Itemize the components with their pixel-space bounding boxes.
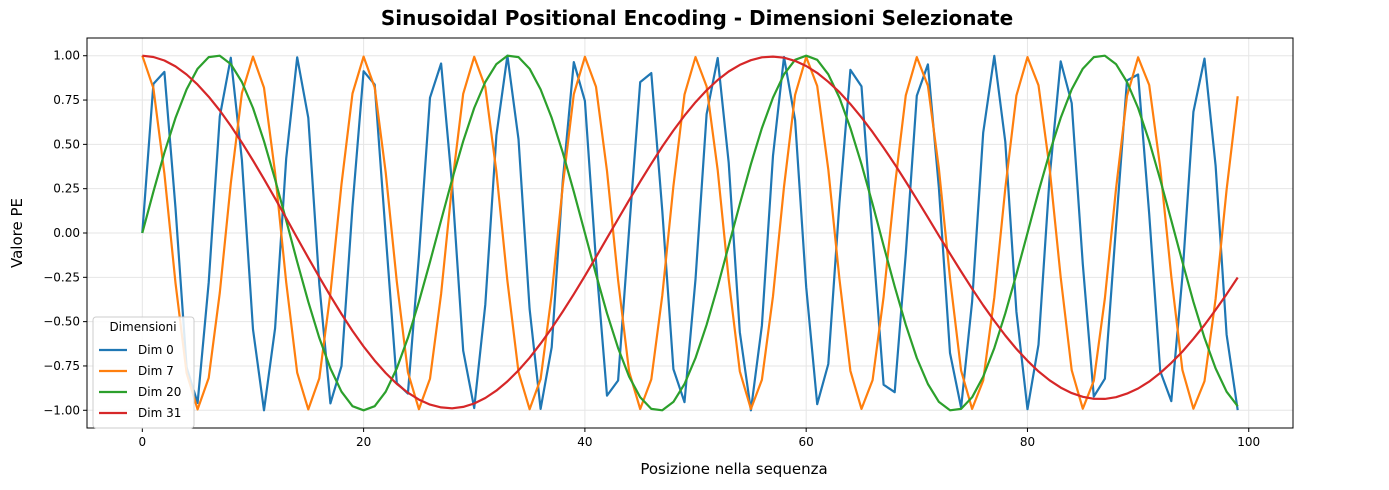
series-line-dim-31 <box>142 54 1239 410</box>
legend-title: Dimensioni <box>109 320 176 334</box>
x-axis-ticks: 0 20 40 60 80 100 <box>139 428 1260 449</box>
series-line-dim-20 <box>141 54 1239 412</box>
grid <box>87 38 1293 428</box>
x-tick-label: 80 <box>1020 435 1035 449</box>
x-tick-label: 0 <box>139 435 147 449</box>
y-axis-label: Valore PE <box>8 198 26 268</box>
x-tick-label: 40 <box>577 435 592 449</box>
series-line-dim-7 <box>141 55 1239 411</box>
y-tick-label: 0.25 <box>53 182 80 196</box>
y-tick-label: 0.75 <box>53 93 80 107</box>
y-tick-label: 1.00 <box>53 49 80 63</box>
x-axis-label: Posizione nella sequenza <box>640 460 827 478</box>
legend-items: Dim 0 Dim 7 Dim 20 Dim 31 <box>99 343 181 420</box>
x-tick-label: 100 <box>1237 435 1260 449</box>
legend: Dimensioni Dim 0 Dim 7 Dim 20 Dim 31 <box>92 316 195 429</box>
chart-title: Sinusoidal Positional Encoding - Dimensi… <box>381 6 1013 30</box>
series-lines <box>141 54 1239 412</box>
legend-label-dim-0: Dim 0 <box>138 343 174 357</box>
y-tick-label: −1.00 <box>43 403 80 417</box>
y-tick-label: −0.50 <box>43 315 80 329</box>
y-tick-label: −0.25 <box>43 270 80 284</box>
y-tick-label: 0.00 <box>53 226 80 240</box>
y-tick-label: 0.50 <box>53 137 80 151</box>
legend-label-dim-7: Dim 7 <box>138 364 174 378</box>
y-axis-ticks: −1.00 −0.75 −0.50 −0.25 0.00 0.25 0.50 0.75 1.00 <box>43 49 87 417</box>
y-tick-label: −0.75 <box>43 359 80 373</box>
legend-box <box>92 316 195 429</box>
x-tick-label: 60 <box>799 435 814 449</box>
legend-label-dim-20: Dim 20 <box>138 385 181 399</box>
x-tick-label: 20 <box>356 435 371 449</box>
legend-label-dim-31: Dim 31 <box>138 406 181 420</box>
